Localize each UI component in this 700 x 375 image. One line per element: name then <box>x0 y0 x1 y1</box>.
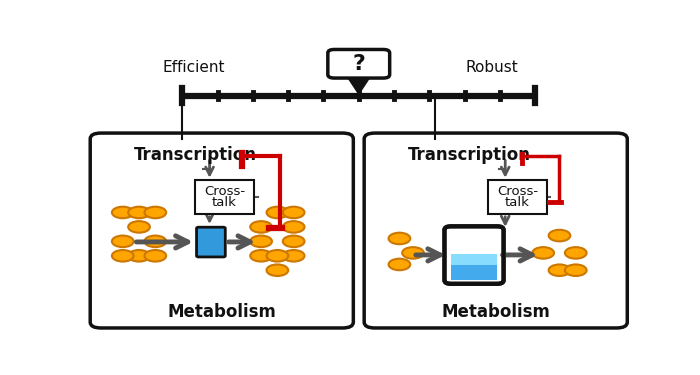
Circle shape <box>565 247 587 259</box>
Circle shape <box>283 250 304 262</box>
FancyBboxPatch shape <box>488 180 547 214</box>
Text: Efficient: Efficient <box>162 60 225 75</box>
Circle shape <box>128 207 150 218</box>
Circle shape <box>267 250 288 262</box>
Text: Cross-: Cross- <box>497 185 538 198</box>
Circle shape <box>144 207 166 218</box>
Text: Cross-: Cross- <box>204 185 245 198</box>
Circle shape <box>283 236 304 247</box>
Circle shape <box>389 232 410 244</box>
Text: Metabolism: Metabolism <box>167 303 276 321</box>
Bar <box>451 276 497 278</box>
Circle shape <box>267 207 288 218</box>
Circle shape <box>533 247 554 259</box>
Bar <box>451 275 497 276</box>
Circle shape <box>251 221 272 232</box>
Bar <box>451 259 497 261</box>
Text: ?: ? <box>352 54 365 74</box>
Circle shape <box>549 230 570 242</box>
FancyBboxPatch shape <box>90 133 354 328</box>
Bar <box>451 279 497 280</box>
Circle shape <box>144 250 166 262</box>
Bar <box>451 254 497 265</box>
Circle shape <box>112 250 134 262</box>
Bar <box>451 264 497 266</box>
Circle shape <box>283 221 304 232</box>
Bar <box>451 271 497 273</box>
FancyBboxPatch shape <box>195 180 254 214</box>
Text: Transcription: Transcription <box>407 146 531 164</box>
Circle shape <box>112 236 134 247</box>
Text: talk: talk <box>505 196 530 209</box>
Bar <box>451 266 497 267</box>
Bar <box>451 272 497 274</box>
Text: Transcription: Transcription <box>134 146 257 164</box>
Bar <box>451 255 497 257</box>
Circle shape <box>389 259 410 270</box>
FancyBboxPatch shape <box>444 226 503 284</box>
Bar <box>451 256 497 258</box>
FancyBboxPatch shape <box>328 50 390 78</box>
Text: Metabolism: Metabolism <box>442 303 550 321</box>
Circle shape <box>144 236 166 247</box>
Bar <box>451 278 497 279</box>
Bar <box>451 260 497 262</box>
Circle shape <box>128 221 150 232</box>
Bar <box>451 273 497 275</box>
Circle shape <box>251 236 272 247</box>
Bar <box>451 265 497 280</box>
Circle shape <box>128 250 150 262</box>
Bar <box>451 258 497 259</box>
Text: talk: talk <box>212 196 237 209</box>
Circle shape <box>283 207 304 218</box>
FancyBboxPatch shape <box>364 133 627 328</box>
Text: Robust: Robust <box>466 60 518 75</box>
Circle shape <box>267 264 288 276</box>
FancyBboxPatch shape <box>197 227 225 257</box>
Bar <box>451 262 497 263</box>
Circle shape <box>251 250 272 262</box>
Bar <box>451 270 497 271</box>
Circle shape <box>112 207 134 218</box>
Bar <box>451 267 497 268</box>
Bar <box>451 254 497 255</box>
Bar <box>451 263 497 265</box>
Circle shape <box>565 264 587 276</box>
Circle shape <box>549 264 570 276</box>
Polygon shape <box>346 76 371 94</box>
Bar <box>451 268 497 270</box>
Circle shape <box>402 247 424 259</box>
